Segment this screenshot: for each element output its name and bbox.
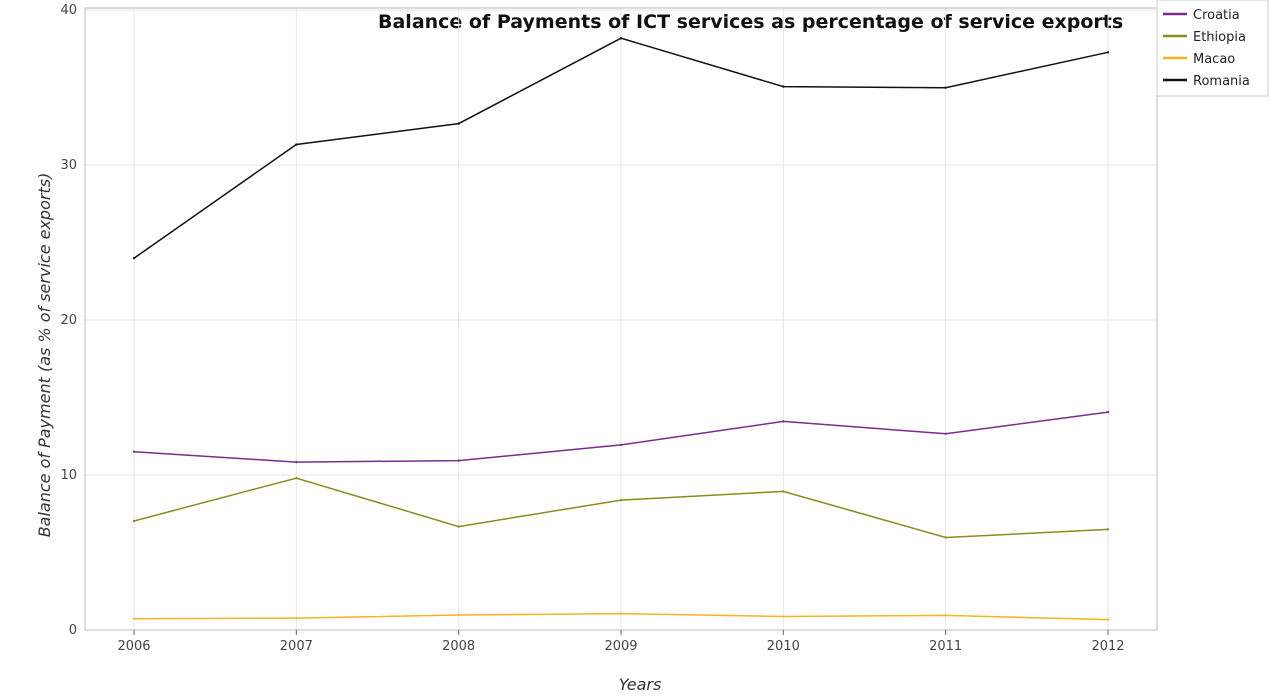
x-tick-label: 2007	[280, 639, 313, 654]
chart-title: Balance of Payments of ICT services as p…	[378, 11, 1123, 33]
x-tick-label: 2010	[767, 639, 800, 654]
data-point-ethiopia	[295, 476, 298, 480]
legend-label-macao: Macao	[1193, 52, 1235, 67]
y-axis-ticks: 0 10 20 30 40	[60, 3, 77, 638]
data-point-macao	[944, 614, 947, 617]
x-tick-label: 2011	[929, 639, 962, 654]
data-point-macao	[782, 615, 785, 618]
data-point-macao	[295, 616, 298, 620]
data-point-croatia	[619, 443, 623, 447]
x-tick-label: 2012	[1091, 639, 1124, 654]
data-point-macao	[132, 617, 136, 620]
x-axis-label: Years	[619, 675, 662, 694]
data-point-ethiopia	[944, 536, 947, 539]
data-point-croatia	[132, 450, 136, 453]
data-point-ethiopia	[132, 519, 136, 523]
y-axis-label: Balance of Payment (as % of service expo…	[35, 173, 54, 538]
data-point-romania	[782, 85, 785, 88]
data-point-romania	[1106, 51, 1110, 54]
y-tick-label: 40	[60, 3, 77, 18]
legend-label-croatia: Croatia	[1193, 8, 1240, 23]
data-point-macao	[457, 613, 460, 617]
data-point-croatia	[457, 459, 460, 462]
data-point-romania	[619, 37, 623, 40]
legend-label-ethiopia: Ethiopia	[1193, 30, 1246, 45]
data-point-croatia	[295, 460, 298, 464]
x-tick-label: 2008	[442, 639, 475, 654]
y-tick-label: 20	[60, 313, 77, 328]
grid	[85, 8, 1157, 631]
data-point-croatia	[944, 432, 947, 435]
y-tick-label: 30	[60, 158, 77, 173]
data-point-ethiopia	[457, 525, 460, 528]
data-point-macao	[1106, 618, 1110, 621]
data-point-ethiopia	[782, 490, 785, 493]
series-lines	[132, 37, 1110, 621]
x-tick-label: 2006	[117, 639, 150, 654]
x-axis-ticks: 2006 2007 2008 2009 2010 2011 2012	[117, 630, 1125, 654]
data-point-romania	[132, 256, 136, 260]
data-point-romania	[944, 86, 947, 89]
data-point-croatia	[782, 420, 785, 423]
y-tick-label: 10	[60, 468, 77, 483]
legend: Croatia Ethiopia Macao Romania	[1156, 0, 1269, 97]
y-tick-label: 0	[69, 623, 77, 638]
x-tick-label: 2009	[604, 639, 637, 654]
data-point-romania	[457, 122, 460, 125]
data-point-ethiopia	[1106, 528, 1110, 531]
data-point-romania	[295, 143, 298, 146]
data-point-croatia	[1106, 410, 1110, 414]
legend-label-romania: Romania	[1193, 74, 1250, 89]
data-point-ethiopia	[619, 498, 623, 502]
data-point-macao	[619, 612, 623, 615]
